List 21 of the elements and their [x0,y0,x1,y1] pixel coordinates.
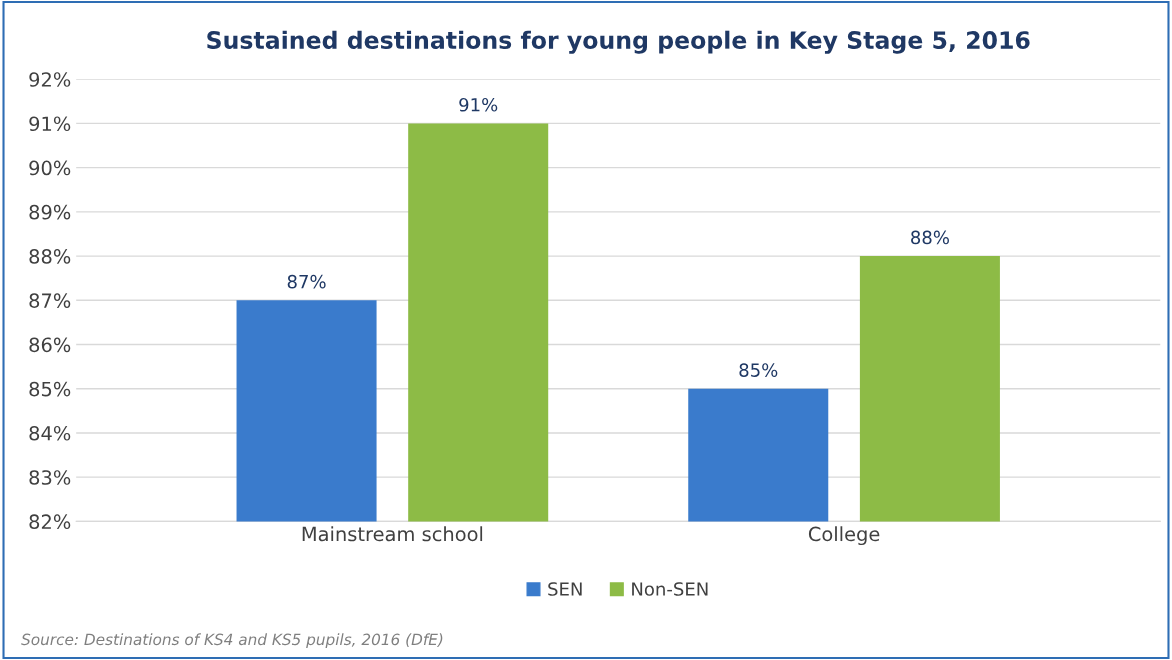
y-tick-label: 91% [29,116,71,132]
data-label: 85% [739,363,778,377]
y-tick-label: 82% [29,514,71,530]
legend-label: Non-SEN [632,582,708,596]
x-tick-label: College [808,526,880,546]
source-note: Source: Destinations of KS4 and KS5 pupils, 2016 (DfE) [21,633,443,649]
y-tick-label: 89% [29,204,71,220]
x-tick-label: Mainstream school [302,526,483,542]
chart-title: Sustained destinations for young people in Key Stage 5, 2016 [207,30,1030,54]
y-tick-label: 85% [29,381,71,397]
y-tick-label: 90% [29,160,71,176]
data-label: 87% [287,274,326,289]
data-label: 91% [459,97,498,112]
legend-label: SEN [548,582,582,596]
y-tick-label: 87% [29,293,71,308]
y-tick-label: 88% [29,249,71,264]
y-tick-label: 86% [29,337,71,353]
data-label: 88% [911,230,949,245]
y-tick-label: 84% [29,425,71,441]
y-tick-label: 92% [29,72,71,87]
y-tick-label: 83% [29,470,71,485]
